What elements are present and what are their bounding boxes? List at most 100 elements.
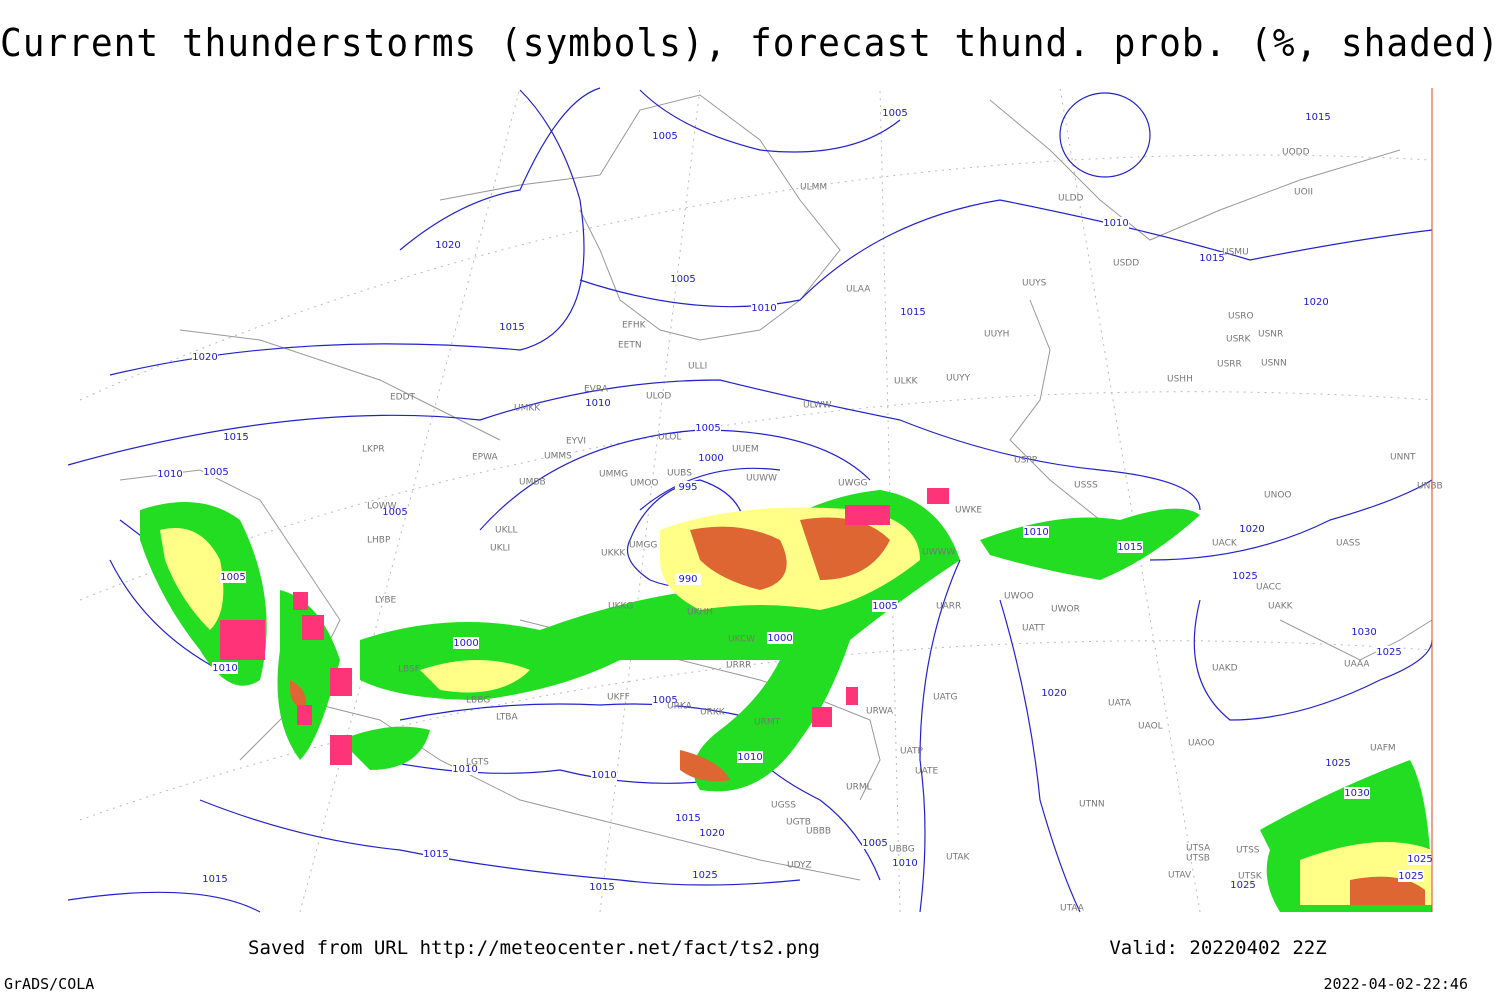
isobar-label-bg [670,273,696,285]
station-code: UUYS [1022,279,1047,289]
graticule [79,87,1433,913]
station-code: USRK [1226,335,1252,345]
isobar-label-bg [589,881,615,893]
isobar-label-bg [1305,111,1331,123]
isobar-label: 1005 [872,601,897,612]
isobar-label-bg [382,506,408,518]
station-code: USHH [1167,375,1193,385]
isobar-label: 1020 [192,352,217,363]
probability-shading [140,488,1432,912]
map-frame [68,88,1432,912]
isobar-label-bg [1407,853,1433,865]
station-code: UKFF [607,693,630,703]
isobar-label: 1010 [751,303,776,314]
station-code: UOII [1294,188,1313,198]
isobar-label: 1005 [695,423,720,434]
isobar-label: 1020 [1041,688,1066,699]
station-code: UTAA [1060,904,1085,914]
isobar-label: 1010 [585,398,610,409]
isobar-label: 1030 [1344,788,1369,799]
isobar-label: 1010 [157,469,182,480]
isobar-label-bg [698,452,724,464]
station-code: UATE [915,767,939,777]
station-code: LGTS [466,758,489,768]
isobar-label-bg [1041,687,1067,699]
isobar-label-bg [499,321,525,333]
station-code: UNBB [1417,482,1443,492]
station-code: UKHH [687,608,713,618]
isobar-label-bg [692,869,718,881]
isobar-label: 1015 [1199,253,1224,264]
isobar-label-bg [1376,646,1402,658]
station-code: UWWW [922,548,955,558]
station-code: UDYZ [787,861,812,871]
isobar-label: 995 [678,482,697,493]
isobar-label-bg [751,302,777,314]
station-code: UKCW [728,635,755,645]
station-code: UATT [1022,624,1045,634]
isobar-label: 1015 [589,882,614,893]
station-code: URWA [866,707,894,717]
isobar-label-bg [1398,870,1424,882]
station-code: USRR [1217,360,1242,370]
isobar-label-bg [157,468,183,480]
isobar-label: 1025 [1325,758,1350,769]
isobar-label-bg [453,637,479,649]
station-code: USDD [1113,259,1139,269]
isobar-label-bg [585,397,611,409]
station-code: USPP [1014,456,1038,466]
station-code: EYVI [566,437,586,447]
station-code: UAAA [1344,660,1370,670]
isobar-label-bg [1351,626,1377,638]
station-code: UATA [1108,699,1132,709]
station-code: UUYY [946,374,971,384]
station-code: LBBG [466,696,490,706]
isobar-label: 1005 [652,695,677,706]
isobar-label-bg [1103,217,1129,229]
isobar-label: 1020 [699,828,724,839]
isobar-label: 1005 [862,838,887,849]
isobar-label-bg [872,600,898,612]
station-code: UMGG [629,541,657,551]
isobar-label: 1020 [1239,524,1264,535]
station-code: UWKE [955,506,982,516]
station-code: UAKD [1212,664,1238,674]
station-code: UBBG [889,845,915,855]
station-code: UUEM [732,445,759,455]
isobar-label: 1010 [1103,218,1128,229]
isobar-label: 1015 [675,813,700,824]
station-code: UODD [1282,148,1310,158]
station-labels: ULMM ULDD UUYS ULAA USDD UUYH UUYY ULKK ULWW EFHK… [362,148,1443,914]
isobar-label-bg [423,848,449,860]
title: Current thunderstorms (symbols), forecas… [0,21,1500,65]
station-code: USNR [1258,330,1283,340]
station-code: UTNN [1079,800,1105,810]
station-code: EDDT [390,393,416,403]
isobar-label-bg [1232,570,1258,582]
isobar-label-bg [675,812,701,824]
station-code: UAFM [1370,744,1396,754]
station-code: USMU [1222,248,1249,258]
station-code: USSS [1074,481,1098,491]
isobar-label: 1005 [203,467,228,478]
station-code: UKLL [495,526,518,536]
source-url: Saved from URL http://meteocenter.net/fa… [248,937,820,959]
station-code: UUWW [746,474,777,484]
isobar-label-bg [223,431,249,443]
isobar-label: 1020 [435,240,460,251]
isobar-label: 1015 [900,307,925,318]
station-code: UWOR [1051,605,1080,615]
station-code: ULLI [688,362,707,372]
station-code: UAOO [1188,739,1215,749]
station-code: ULKK [894,377,919,387]
station-code: UMOO [630,479,659,489]
isobar-label-bg [737,751,763,763]
station-code: UATP [900,747,924,757]
isobar-label: 1000 [698,453,723,464]
isobar-label-bg [652,130,678,142]
station-code: LOWW [367,502,397,512]
isobar-label-bg [675,481,701,493]
station-code: UBBB [806,827,831,837]
isobar-labels: 1005 1005 1020 1005 1010 1015 1020 1015 1010 1015… [157,107,1433,893]
